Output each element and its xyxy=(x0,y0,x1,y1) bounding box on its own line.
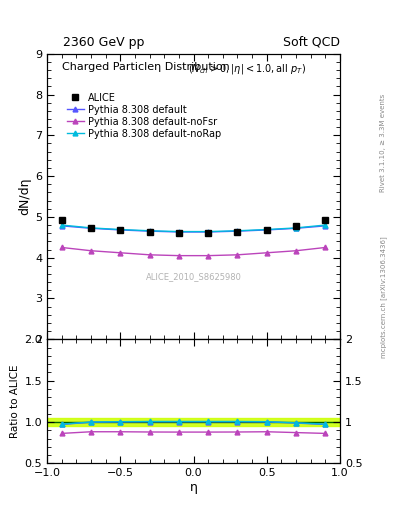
ALICE xyxy=(235,229,240,235)
ALICE xyxy=(89,225,94,231)
Pythia 8.308 default-noFsr xyxy=(235,252,240,258)
Pythia 8.308 default-noFsr xyxy=(59,244,64,250)
Pythia 8.308 default-noRap xyxy=(176,228,181,234)
Pythia 8.308 default-noRap xyxy=(206,228,211,234)
Pythia 8.308 default-noRap xyxy=(294,225,298,231)
ALICE xyxy=(59,217,64,223)
Text: Charged Particleη Distribution: Charged Particleη Distribution xyxy=(62,62,230,72)
Pythia 8.308 default-noFsr xyxy=(89,248,94,254)
Pythia 8.308 default-noFsr xyxy=(147,252,152,258)
Line: Pythia 8.308 default: Pythia 8.308 default xyxy=(59,223,328,234)
Pythia 8.308 default xyxy=(206,229,211,235)
Pythia 8.308 default-noRap xyxy=(59,222,64,228)
Pythia 8.308 default-noFsr xyxy=(264,250,269,256)
Pythia 8.308 default xyxy=(323,223,328,229)
Pythia 8.308 default xyxy=(147,228,152,234)
Text: ALICE_2010_S8625980: ALICE_2010_S8625980 xyxy=(146,272,241,281)
Text: 2360 GeV pp: 2360 GeV pp xyxy=(63,36,144,49)
X-axis label: η: η xyxy=(189,481,198,494)
Pythia 8.308 default-noFsr xyxy=(294,248,298,254)
ALICE xyxy=(147,229,152,235)
Y-axis label: Ratio to ALICE: Ratio to ALICE xyxy=(10,365,20,438)
Text: Soft QCD: Soft QCD xyxy=(283,36,340,49)
Pythia 8.308 default xyxy=(264,227,269,233)
ALICE xyxy=(206,230,211,236)
Pythia 8.308 default-noRap xyxy=(323,222,328,228)
ALICE xyxy=(264,227,269,233)
Legend: ALICE, Pythia 8.308 default, Pythia 8.308 default-noFsr, Pythia 8.308 default-no: ALICE, Pythia 8.308 default, Pythia 8.30… xyxy=(67,93,221,139)
Line: Pythia 8.308 default-noFsr: Pythia 8.308 default-noFsr xyxy=(59,245,328,258)
Pythia 8.308 default xyxy=(59,223,64,229)
Pythia 8.308 default-noFsr xyxy=(323,244,328,250)
Pythia 8.308 default-noRap xyxy=(118,226,123,232)
Text: mcplots.cern.ch [arXiv:1306.3436]: mcplots.cern.ch [arXiv:1306.3436] xyxy=(380,236,387,358)
ALICE xyxy=(323,217,328,223)
Pythia 8.308 default-noFsr xyxy=(118,250,123,256)
Pythia 8.308 default xyxy=(118,227,123,233)
Pythia 8.308 default-noRap xyxy=(235,228,240,234)
Text: $(N_{ch} > 0, |\eta| < 1.0, \mathrm{all}\ p_T)$: $(N_{ch} > 0, |\eta| < 1.0, \mathrm{all}… xyxy=(188,62,306,76)
Text: Rivet 3.1.10, ≥ 3.3M events: Rivet 3.1.10, ≥ 3.3M events xyxy=(380,94,386,193)
Y-axis label: dN/dη: dN/dη xyxy=(18,178,31,215)
Pythia 8.308 default xyxy=(235,228,240,234)
Pythia 8.308 default-noRap xyxy=(264,226,269,232)
ALICE xyxy=(176,230,181,236)
Line: ALICE: ALICE xyxy=(58,216,329,236)
Pythia 8.308 default xyxy=(89,225,94,231)
Pythia 8.308 default-noRap xyxy=(147,228,152,234)
Pythia 8.308 default-noFsr xyxy=(206,252,211,259)
Pythia 8.308 default-noRap xyxy=(89,225,94,231)
Pythia 8.308 default xyxy=(294,225,298,231)
ALICE xyxy=(118,227,123,233)
Pythia 8.308 default xyxy=(176,229,181,235)
Pythia 8.308 default-noFsr xyxy=(176,252,181,259)
ALICE xyxy=(294,223,298,229)
Line: Pythia 8.308 default-noRap: Pythia 8.308 default-noRap xyxy=(59,223,328,234)
